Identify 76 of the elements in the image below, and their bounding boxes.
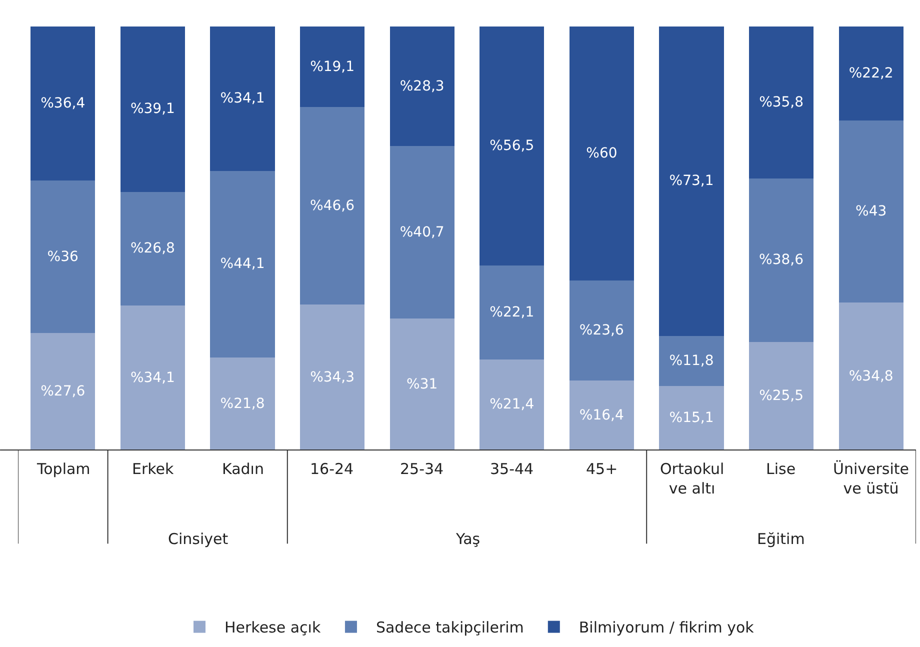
x-tick-label: Lise [766, 460, 796, 478]
bar [300, 107, 365, 305]
x-tick-label: 45+ [586, 460, 618, 478]
legend-label: Herkese açık [224, 618, 321, 637]
data-label: %34,1 [130, 370, 175, 386]
bar [569, 26, 634, 281]
bar [210, 170, 275, 358]
bar [480, 359, 544, 450]
x-tick-label: Toplam [36, 460, 90, 478]
bar [748, 342, 814, 450]
x-tick-label: Üniversite ve üstü [833, 460, 910, 498]
x-tick-label: Kadın [222, 460, 264, 478]
data-label: %28,3 [400, 78, 444, 94]
data-label: %26,8 [130, 240, 175, 257]
x-tick-label: Ortaokul ve altı [660, 460, 724, 498]
bar [210, 358, 275, 450]
text: Yaş [455, 530, 480, 548]
legend-label: Bilmiyorum / fikrim yok [578, 618, 754, 637]
data-label: %31 [406, 376, 438, 392]
bar [838, 26, 904, 120]
x-tick-label: 16-24 [310, 460, 354, 478]
data-label: %73,1 [669, 173, 714, 190]
data-label: %16,4 [579, 407, 624, 424]
data-label: %43 [856, 203, 887, 220]
x-tick-label: Erkek [132, 460, 174, 478]
bar [748, 178, 814, 342]
data-label: %60 [586, 145, 618, 162]
data-label: %39,1 [130, 101, 175, 118]
bar [300, 26, 365, 108]
data-label: %36 [47, 248, 79, 265]
data-label: %35,8 [759, 94, 804, 111]
data-label: %38,6 [759, 252, 804, 268]
bar [390, 318, 454, 450]
bar [120, 192, 186, 306]
bar [300, 304, 365, 450]
data-label: %36,4 [40, 95, 86, 112]
bar [569, 280, 634, 381]
bar [30, 180, 96, 334]
bar [210, 26, 275, 171]
bar [120, 26, 186, 192]
x-tick-label: 35-44 [490, 460, 534, 478]
data-label: %15,1 [669, 410, 714, 426]
bar [838, 120, 904, 303]
bar [569, 380, 634, 450]
text: Cinsiyet [168, 530, 228, 548]
data-label: %21,4 [490, 396, 534, 413]
bar [748, 26, 814, 178]
data-label: %27,6 [40, 384, 86, 400]
data-label: %22,1 [490, 304, 534, 321]
data-label: %44,1 [220, 256, 265, 272]
bar [659, 26, 724, 336]
bar [120, 306, 186, 450]
bar [659, 386, 724, 450]
data-label: %25,5 [759, 388, 804, 404]
data-label: %21,8 [220, 396, 265, 412]
x-tick-label: 25-34 [400, 460, 444, 478]
data-label: %34,8 [848, 368, 894, 384]
bar [838, 302, 904, 450]
data-label: %40,7 [400, 224, 444, 240]
bar [390, 146, 454, 319]
legend-label: Sadece takipçilerim [376, 618, 524, 637]
data-label: %34,3 [310, 369, 355, 386]
bar [30, 333, 96, 450]
data-label: %11,8 [669, 353, 714, 370]
data-label: %22,2 [848, 65, 894, 82]
data-label: %23,6 [579, 322, 624, 339]
data-label: %46,6 [310, 198, 355, 214]
bar [659, 336, 724, 386]
data-label: %34,1 [220, 90, 265, 107]
bar [480, 26, 544, 266]
data-label: %56,5 [490, 138, 534, 154]
bar [390, 26, 454, 146]
text: Eğitim [757, 530, 805, 548]
data-label: %19,1 [310, 58, 355, 75]
bar [30, 26, 96, 181]
bar [480, 266, 544, 360]
